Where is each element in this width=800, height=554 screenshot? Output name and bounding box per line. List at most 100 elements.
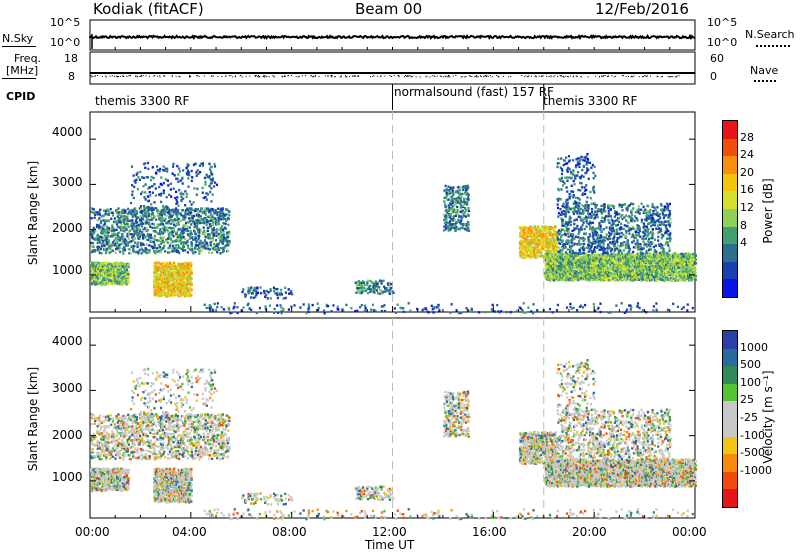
power-cell: [523, 232, 526, 235]
power-cell: [449, 227, 452, 230]
power-cell: [527, 231, 530, 234]
power-cell: [168, 216, 171, 219]
power-cell: [159, 285, 162, 288]
power-cell: [227, 223, 230, 227]
power-cell: [592, 253, 595, 257]
power-cell: [104, 212, 107, 215]
power-cell: [134, 241, 137, 244]
power-cell: [455, 225, 458, 229]
nave-dot: [372, 76, 374, 77]
power-cell: [645, 254, 649, 257]
power-cell: [586, 267, 589, 270]
power-cell: [467, 214, 470, 217]
power-cell: [575, 277, 578, 281]
power-cell: [183, 243, 186, 247]
power-cell: [180, 178, 184, 181]
power-cell: [536, 251, 539, 254]
power-cell: [141, 216, 144, 220]
power-cell: [520, 247, 523, 251]
power-cell: [196, 208, 200, 211]
power-cell: [155, 289, 158, 292]
power-cell: [560, 268, 563, 272]
power-cell: [662, 273, 666, 276]
nave-dot: [285, 75, 287, 77]
power-cell: [130, 227, 133, 231]
power-cell: [244, 295, 247, 298]
power-cell: [541, 233, 544, 236]
power-cell: [107, 219, 111, 223]
power-cell: [620, 255, 623, 258]
power-cell: [544, 239, 547, 242]
power-cell: [119, 221, 122, 224]
power-cell: [111, 282, 114, 285]
power-cell: [524, 232, 528, 235]
power-cell: [150, 175, 153, 179]
power-cell: [154, 194, 158, 197]
power-cell: [202, 246, 205, 249]
power-cell: [181, 229, 184, 232]
power-cell: [569, 270, 572, 273]
nave-dot: [662, 75, 663, 77]
power-cell: [163, 230, 167, 233]
power-cell: [220, 209, 223, 212]
power-cell: [151, 191, 154, 194]
power-cell: [189, 269, 192, 272]
xtick-3: 12:00: [372, 525, 407, 539]
power-cell: [184, 204, 187, 207]
nave-dot: [197, 75, 199, 77]
power-cell: [95, 263, 98, 267]
nave-dot: [461, 76, 463, 78]
power-cell: [451, 216, 454, 219]
power-cell: [660, 256, 663, 259]
power-cell: [151, 208, 154, 212]
power-cell: [579, 254, 582, 258]
power-cell: [467, 193, 470, 197]
power-cell: [600, 276, 603, 279]
power-cell: [131, 244, 134, 248]
power-cell: [456, 220, 459, 224]
power-cell: [132, 239, 135, 242]
power-cell: [375, 284, 378, 288]
power-cell: [142, 243, 145, 246]
power-cell: [558, 259, 561, 262]
power-cell: [447, 229, 450, 232]
power-cell: [612, 266, 615, 269]
power-cell: [443, 225, 446, 228]
power-cell: [581, 252, 584, 255]
power-cell: [556, 232, 559, 236]
power-cell: [161, 272, 164, 275]
power-cell: [148, 199, 151, 202]
power-cell: [532, 249, 536, 252]
power-cell: [172, 210, 175, 213]
power-cell: [115, 233, 119, 237]
power-cell: [575, 254, 578, 258]
power-cell: [120, 275, 123, 278]
power-cell: [165, 207, 169, 211]
power-cell: [466, 229, 469, 232]
power-cell: [453, 218, 456, 222]
power-cell: [161, 266, 164, 270]
nave-dot: [426, 76, 428, 78]
power-cell: [167, 184, 170, 187]
power-cell: [543, 230, 546, 233]
power-cell: [111, 214, 115, 217]
nave-dot: [203, 75, 205, 77]
power-cell: [449, 186, 452, 189]
power-cell: [443, 213, 446, 216]
power-cell: [99, 270, 103, 273]
power-cell: [532, 246, 535, 250]
power-cell: [121, 233, 124, 236]
power-cell: [142, 185, 145, 188]
power-cell: [375, 289, 378, 292]
power-cell: [465, 197, 468, 201]
power-cell: [189, 210, 192, 214]
power-cell: [451, 211, 454, 214]
power-cell: [666, 258, 669, 261]
power-cell: [452, 219, 455, 222]
power-cell: [252, 289, 255, 292]
power-cell: [454, 229, 457, 232]
power-cell: [140, 252, 143, 255]
power-cell: [139, 205, 143, 208]
power-cell: [551, 228, 554, 231]
power-cell: [661, 267, 664, 270]
